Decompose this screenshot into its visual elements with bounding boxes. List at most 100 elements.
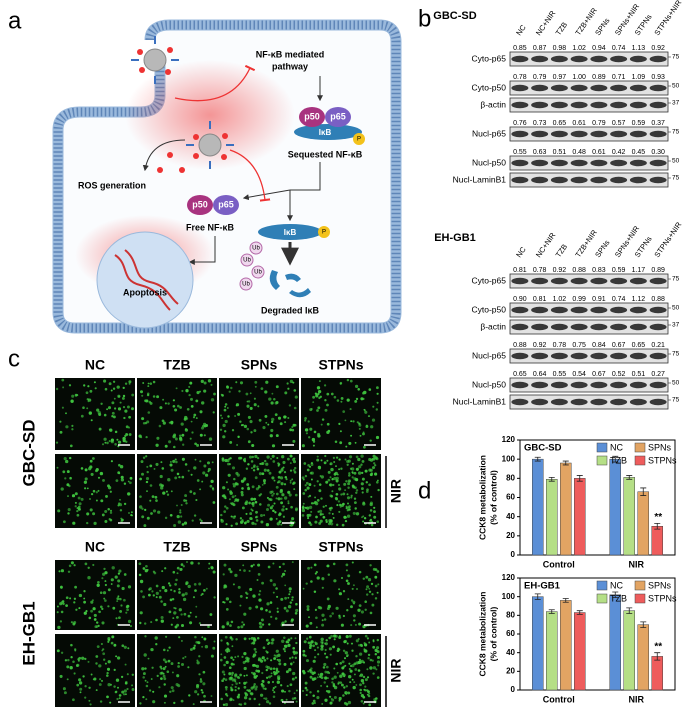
cell-nucleus — [357, 471, 362, 475]
cell-nucleus — [224, 419, 228, 424]
cell-nucleus — [287, 596, 290, 599]
cell-nucleus — [345, 445, 348, 448]
y-tick-label: 120 — [502, 573, 516, 582]
cell-nucleus — [360, 482, 364, 486]
cell-nucleus — [287, 491, 290, 494]
cell-nucleus — [364, 689, 367, 692]
cell-nucleus — [347, 691, 351, 695]
cell-nucleus — [331, 490, 334, 493]
cell-nucleus — [110, 440, 114, 444]
cell-nucleus — [226, 621, 230, 625]
cell-nucleus — [368, 590, 372, 593]
band-density: 0.59 — [632, 120, 646, 127]
cell-nucleus — [333, 638, 336, 641]
size-marker: 50 — [672, 83, 680, 90]
cell-nucleus — [238, 677, 241, 679]
cell-nucleus — [273, 479, 276, 482]
cell-nucleus — [272, 670, 276, 674]
cell-nucleus — [263, 480, 266, 483]
cell-nucleus — [342, 590, 346, 593]
cell-nucleus — [313, 590, 317, 594]
cell-nucleus — [199, 460, 202, 463]
cell-nucleus — [275, 587, 278, 590]
cell-nucleus — [337, 681, 341, 684]
cell-nucleus — [110, 578, 114, 582]
cell-nucleus — [336, 671, 339, 674]
cell-nucleus — [275, 497, 278, 500]
cell-nucleus — [362, 432, 365, 436]
cell-nucleus — [374, 456, 378, 460]
cell-nucleus — [293, 488, 296, 491]
cell-nucleus — [358, 570, 362, 574]
cell-nucleus — [280, 597, 284, 601]
cell-nucleus — [160, 667, 163, 670]
cell-nucleus — [114, 690, 118, 694]
cell-nucleus — [170, 468, 174, 472]
cell-nucleus — [221, 679, 224, 683]
cell-nucleus — [231, 683, 234, 686]
band-density: 0.78 — [553, 342, 567, 349]
cell-nucleus — [152, 700, 156, 704]
cell-nucleus — [224, 685, 228, 689]
shape — [251, 265, 265, 279]
cell-nucleus — [371, 593, 374, 596]
cell-nucleus — [260, 607, 264, 611]
cell-nucleus — [362, 390, 367, 395]
cell-nucleus — [147, 385, 150, 388]
cell-nucleus — [355, 587, 359, 591]
cell-nucleus — [168, 421, 171, 424]
band — [590, 176, 608, 184]
cell-nucleus — [362, 520, 365, 523]
cell-nucleus — [142, 676, 145, 679]
shape — [222, 133, 228, 139]
cell-nucleus — [325, 480, 329, 484]
cell-nucleus — [249, 420, 253, 424]
cell-nucleus — [95, 491, 98, 494]
cell-nucleus — [83, 480, 88, 484]
cell-nucleus — [282, 460, 286, 465]
cell-nucleus — [161, 419, 165, 423]
cell-nucleus — [256, 637, 260, 640]
cell-nucleus — [240, 521, 243, 524]
bar — [560, 462, 572, 556]
cell-nucleus — [62, 470, 66, 474]
cell-nucleus — [235, 682, 238, 685]
band-density: 1.17 — [632, 267, 646, 274]
cell-nucleus — [255, 515, 259, 519]
cell-nucleus — [275, 517, 278, 520]
cell-nucleus — [78, 681, 83, 685]
cell-nucleus — [351, 587, 354, 590]
line — [290, 162, 321, 191]
cell-nucleus — [324, 670, 328, 674]
cell-nucleus — [83, 600, 86, 604]
ikb — [258, 224, 322, 240]
cell-nucleus — [181, 389, 184, 393]
cell-nucleus — [364, 678, 368, 682]
cell-nucleus — [374, 464, 377, 467]
cell-nucleus — [304, 484, 307, 487]
cell-nucleus — [199, 488, 202, 491]
cell-nucleus — [348, 675, 352, 679]
shape — [186, 121, 234, 169]
ikb-label: IκB — [284, 228, 297, 237]
cell-nucleus — [329, 653, 332, 656]
cell-nucleus — [170, 623, 173, 626]
cell-nucleus — [126, 687, 129, 691]
cell-nucleus — [96, 645, 100, 649]
cell-nucleus — [321, 641, 324, 645]
cell-nucleus — [93, 618, 97, 621]
cell-nucleus — [322, 505, 325, 508]
cell-nucleus — [201, 480, 204, 483]
cell-nucleus — [317, 673, 320, 676]
cell-nucleus — [334, 440, 338, 444]
cell-nucleus — [98, 427, 102, 431]
cell-nucleus — [107, 406, 112, 410]
cell-nucleus — [289, 469, 293, 472]
cell-nucleus — [250, 431, 253, 434]
bar — [623, 610, 635, 691]
cell-nucleus — [334, 634, 338, 638]
cell-nucleus — [283, 606, 287, 610]
cell-nucleus — [228, 672, 232, 675]
cell-nucleus — [116, 438, 119, 441]
cell-nucleus — [92, 512, 96, 516]
